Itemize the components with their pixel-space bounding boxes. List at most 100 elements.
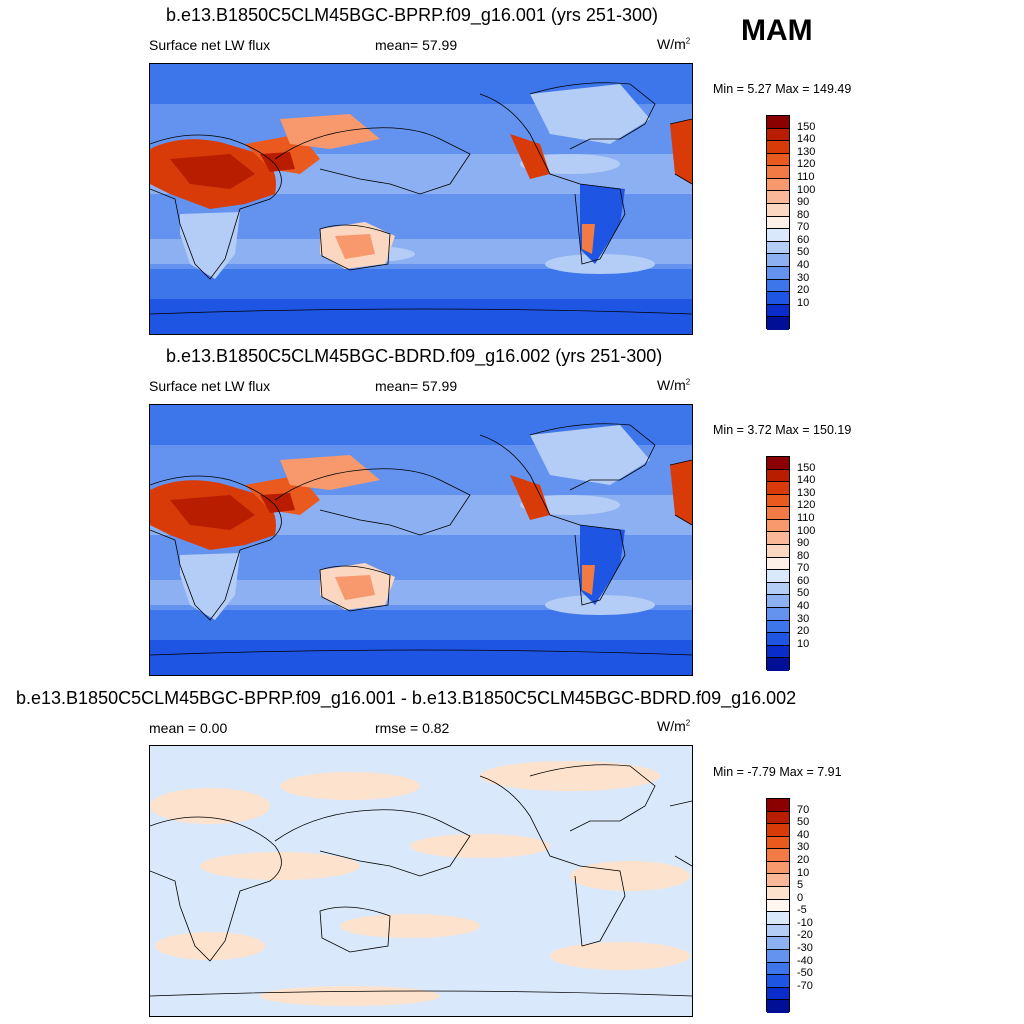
colorbar-tick-label: 30 (797, 271, 810, 284)
colorbar-tick-label: 120 (797, 158, 816, 171)
colorbar-swatch (767, 507, 789, 520)
panel3-units: W/m2 (657, 718, 691, 734)
colorbar-swatch (767, 166, 789, 179)
colorbar-swatch (767, 824, 789, 837)
colorbar-tick-label: 40 (797, 259, 810, 272)
colorbar-swatch (767, 494, 789, 508)
panel1-title: b.e13.B1850C5CLM45BGC-BPRP.f09_g16.001 (… (166, 5, 658, 25)
colorbar-tick-label: 20 (797, 625, 810, 638)
panel3-title: b.e13.B1850C5CLM45BGC-BPRP.f09_g16.001 -… (16, 688, 797, 708)
colorbar-swatch (767, 874, 789, 888)
colorbar-swatch (767, 482, 789, 495)
colorbar-swatch (767, 582, 789, 596)
colorbar-tick-label: -70 (797, 979, 813, 992)
colorbar-swatch (767, 607, 789, 621)
panel1-variable-label: Surface net LW flux (149, 37, 271, 53)
panel3-minmax: Min = -7.79 Max = 7.91 (713, 765, 842, 779)
colorbar-swatch (767, 658, 789, 671)
colorbar-tick-label: 70 (797, 221, 810, 234)
colorbar-tick-label: 140 (797, 133, 816, 146)
colorbar-tick-label: 90 (797, 196, 810, 209)
panel2-colorbar (766, 456, 790, 671)
panel1-minmax: Min = 5.27 Max = 149.49 (713, 82, 852, 96)
colorbar-tick-label: -5 (797, 904, 807, 917)
colorbar-swatch (767, 570, 789, 583)
colorbar-swatch (767, 924, 789, 938)
panel2-map (149, 404, 693, 676)
colorbar-tick-label: 110 (797, 511, 815, 524)
panel1-colorbar (766, 115, 790, 330)
colorbar-tick-label: 110 (797, 170, 815, 183)
colorbar-tick-label: 50 (797, 816, 810, 829)
colorbar-tick-label: 120 (797, 499, 816, 512)
colorbar-tick-label: 150 (797, 461, 816, 474)
colorbar-tick-label: 10 (797, 296, 810, 309)
colorbar-swatch (767, 178, 789, 192)
colorbar-tick-label: 140 (797, 474, 816, 487)
colorbar-swatch (767, 899, 789, 913)
colorbar-swatch (767, 595, 789, 608)
panel3-mean-label: mean = 0.00 (149, 720, 228, 736)
colorbar-swatch (767, 633, 789, 646)
colorbar-tick-label: 20 (797, 853, 810, 866)
colorbar-swatch (767, 519, 789, 533)
colorbar-tick-label: 90 (797, 537, 810, 550)
colorbar-tick-label: 40 (797, 600, 810, 613)
colorbar-tick-label: 10 (797, 637, 810, 650)
colorbar-swatch (767, 861, 789, 875)
colorbar-swatch (767, 937, 789, 950)
panel2-variable-label: Surface net LW flux (149, 378, 271, 394)
colorbar-tick-label: 70 (797, 562, 810, 575)
colorbar-tick-label: -30 (797, 942, 813, 955)
colorbar-swatch (767, 254, 789, 267)
colorbar-swatch (767, 912, 789, 925)
colorbar-tick-label: 70 (797, 803, 810, 816)
season-label: MAM (741, 14, 813, 47)
panel3-colorbar (766, 798, 790, 1013)
colorbar-tick-label: 100 (797, 183, 816, 196)
colorbar-swatch (767, 153, 789, 167)
colorbar-tick-label: 60 (797, 233, 810, 246)
colorbar-tick-label: -10 (797, 916, 813, 929)
panel3-rmse-label: rmse = 0.82 (375, 720, 450, 736)
colorbar-tick-label: 130 (797, 145, 816, 158)
colorbar-swatch (767, 191, 789, 205)
panel1-map (149, 63, 693, 335)
colorbar-swatch (767, 987, 789, 1001)
colorbar-swatch (767, 317, 789, 330)
colorbar-swatch (767, 204, 789, 217)
colorbar-tick-label: 150 (797, 120, 816, 133)
panel3-map (149, 745, 693, 1017)
panel2-minmax: Min = 3.72 Max = 150.19 (713, 423, 852, 437)
colorbar-swatch (767, 545, 789, 558)
colorbar-tick-label: 30 (797, 612, 810, 625)
colorbar-swatch (767, 1000, 789, 1013)
colorbar-swatch (767, 292, 789, 305)
panel2-title: b.e13.B1850C5CLM45BGC-BDRD.f09_g16.002 (… (166, 346, 663, 366)
colorbar-tick-label: 80 (797, 208, 810, 221)
colorbar-swatch (767, 128, 789, 142)
colorbar-tick-label: -20 (797, 929, 813, 942)
panel2-units: W/m2 (657, 377, 691, 393)
colorbar-swatch (767, 962, 789, 976)
colorbar-swatch (767, 279, 789, 293)
colorbar-swatch (767, 620, 789, 634)
colorbar-tick-label: 50 (797, 246, 810, 259)
colorbar-tick-label: 0 (797, 891, 804, 904)
colorbar-tick-label: 80 (797, 549, 810, 562)
panel2-mean-label: mean= 57.99 (375, 378, 458, 394)
colorbar-swatch (767, 836, 789, 850)
colorbar-tick-label: 130 (797, 486, 816, 499)
colorbar-tick-label: 20 (797, 284, 810, 297)
colorbar-swatch (767, 469, 789, 483)
colorbar-swatch (767, 849, 789, 862)
colorbar-tick-label: -50 (797, 967, 813, 980)
panel1-mean-label: mean= 57.99 (375, 37, 458, 53)
colorbar-swatch (767, 304, 789, 318)
colorbar-swatch (767, 116, 789, 129)
colorbar-tick-label: 100 (797, 524, 816, 537)
colorbar-swatch (767, 799, 789, 812)
colorbar-tick-label: 10 (797, 866, 810, 879)
colorbar-tick-label: 30 (797, 841, 810, 854)
colorbar-swatch (767, 216, 789, 230)
